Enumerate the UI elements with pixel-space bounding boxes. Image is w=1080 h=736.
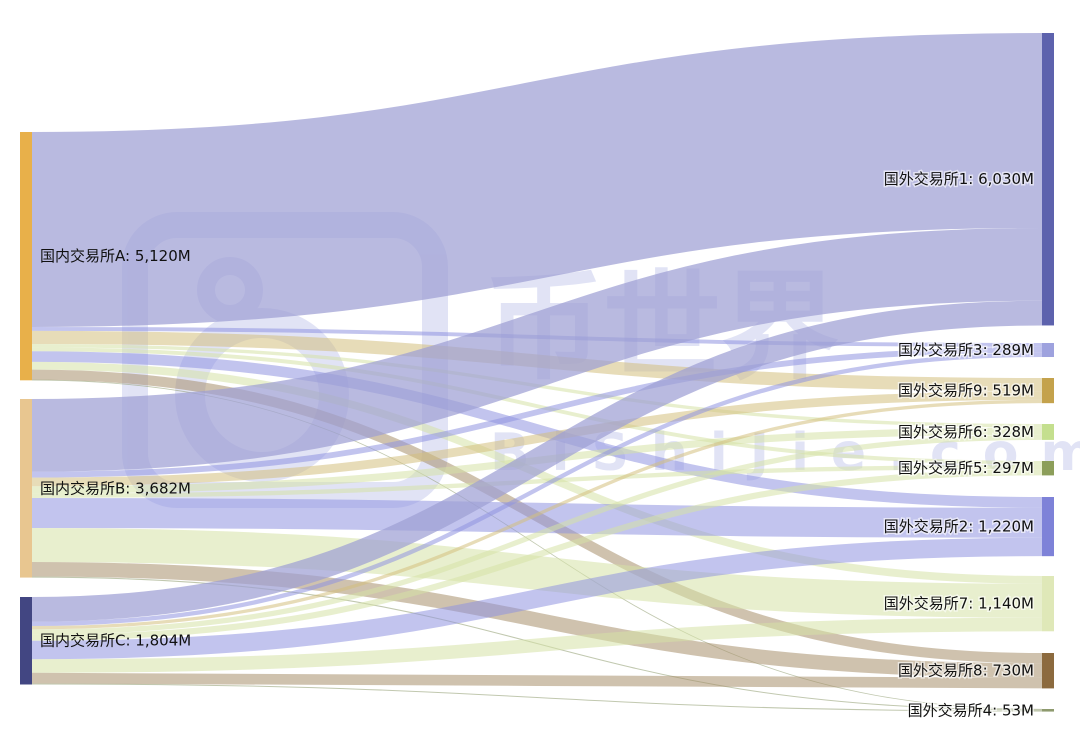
- target-node-9[interactable]: [1042, 378, 1054, 404]
- sankey-link-C-8[interactable]: [31, 672, 1043, 689]
- source-label-A: 国内交易所A: 5,120M: [40, 247, 191, 265]
- target-node-5[interactable]: [1042, 461, 1054, 476]
- sankey-links: [31, 33, 1043, 712]
- sankey-link-B-2[interactable]: [31, 497, 1043, 538]
- target-label-1: 国外交易所1: 6,030M: [884, 170, 1034, 188]
- target-node-2[interactable]: [1042, 497, 1054, 557]
- source-node-B[interactable]: [20, 399, 32, 578]
- target-label-3: 国外交易所3: 289M: [898, 341, 1034, 359]
- sankey-link-A-2[interactable]: [31, 351, 1043, 508]
- target-node-4[interactable]: [1042, 709, 1054, 712]
- target-label-9: 国外交易所9: 519M: [898, 382, 1034, 400]
- sankey-link-B-1[interactable]: [31, 227, 1043, 472]
- target-label-4: 国外交易所4: 53M: [908, 701, 1034, 719]
- sankey-labels: 国内交易所A: 5,120M 国内交易所B: 3,682M 国内交易所C: 1,80…: [40, 169, 1036, 721]
- target-label-2: 国外交易所2: 1,220M: [884, 518, 1034, 536]
- sankey-link-C-6[interactable]: [31, 434, 1043, 635]
- sankey-link-C-4[interactable]: [31, 683, 1043, 712]
- target-label-5: 国外交易所5: 297M: [898, 459, 1034, 477]
- target-label-6: 国外交易所6: 328M: [898, 423, 1034, 441]
- target-node-6[interactable]: [1042, 424, 1054, 440]
- source-label-B: 国内交易所B: 3,682M: [40, 479, 191, 497]
- sankey-link-A-5[interactable]: [31, 347, 1043, 465]
- sankey-link-A-1[interactable]: [31, 33, 1043, 327]
- sankey-link-C-5[interactable]: [31, 469, 1043, 641]
- sankey-link-C-2[interactable]: [31, 537, 1043, 660]
- target-node-3[interactable]: [1042, 343, 1054, 358]
- source-label-C: 国内交易所C: 1,804M: [40, 632, 191, 650]
- sankey-link-B-3[interactable]: [31, 346, 1043, 478]
- target-node-7[interactable]: [1042, 576, 1054, 632]
- target-label-7: 国外交易所7: 1,140M: [884, 595, 1034, 613]
- sankey-link-C-9[interactable]: [31, 399, 1043, 630]
- source-node-A[interactable]: [20, 132, 32, 381]
- sankey-nodes: [20, 33, 1054, 712]
- target-label-8: 国外交易所8: 730M: [898, 662, 1034, 680]
- target-node-8[interactable]: [1042, 653, 1054, 689]
- sankey-link-B-7[interactable]: [31, 528, 1043, 618]
- sankey-link-C-1[interactable]: [31, 300, 1043, 622]
- source-node-C[interactable]: [20, 597, 32, 685]
- sankey-link-B-9[interactable]: [31, 391, 1043, 487]
- target-node-1[interactable]: [1042, 33, 1054, 326]
- sankey-link-B-5[interactable]: [31, 464, 1043, 498]
- sankey-link-B-8[interactable]: [31, 561, 1043, 678]
- sankey-link-C-7[interactable]: [31, 617, 1043, 673]
- sankey-link-C-3[interactable]: [31, 352, 1043, 627]
